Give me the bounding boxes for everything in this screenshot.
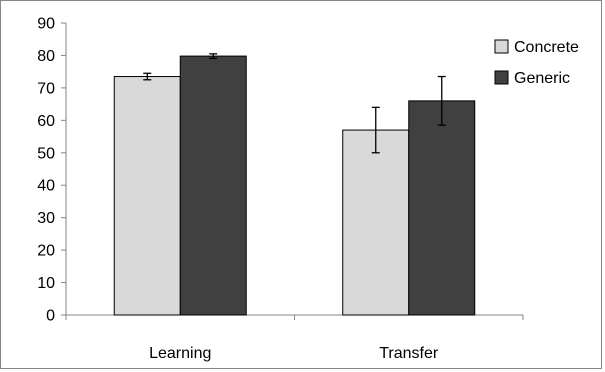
axes: 0 10 20 30 40 50 60 70 80 90 Learning Transfer [37, 16, 524, 362]
legend-label-generic: Generic [514, 70, 570, 87]
x-category-label: Learning [149, 345, 211, 362]
legend-swatch-concrete [494, 39, 509, 54]
legend: Concrete Generic [494, 39, 579, 87]
y-tick-label: 50 [37, 145, 55, 162]
x-category-label: Transfer [379, 345, 439, 362]
y-tick-label: 0 [46, 308, 55, 325]
bar-generic-learning [179, 55, 247, 316]
legend-swatch-generic [494, 70, 509, 85]
y-tick-label: 90 [37, 16, 55, 33]
bar-concrete-transfer [342, 129, 410, 316]
error-bars [143, 53, 446, 154]
bars [113, 55, 476, 316]
bar-concrete-learning [113, 76, 181, 316]
legend-label-concrete: Concrete [514, 39, 579, 56]
bar-generic-transfer [408, 100, 476, 316]
y-tick-label: 80 [37, 48, 55, 65]
y-tick-label: 30 [37, 210, 55, 227]
y-tick-label: 60 [37, 113, 55, 130]
y-tick-label: 10 [37, 275, 55, 292]
y-tick-label: 20 [37, 243, 55, 260]
y-tick-label: 70 [37, 80, 55, 97]
y-tick-label: 40 [37, 178, 55, 195]
